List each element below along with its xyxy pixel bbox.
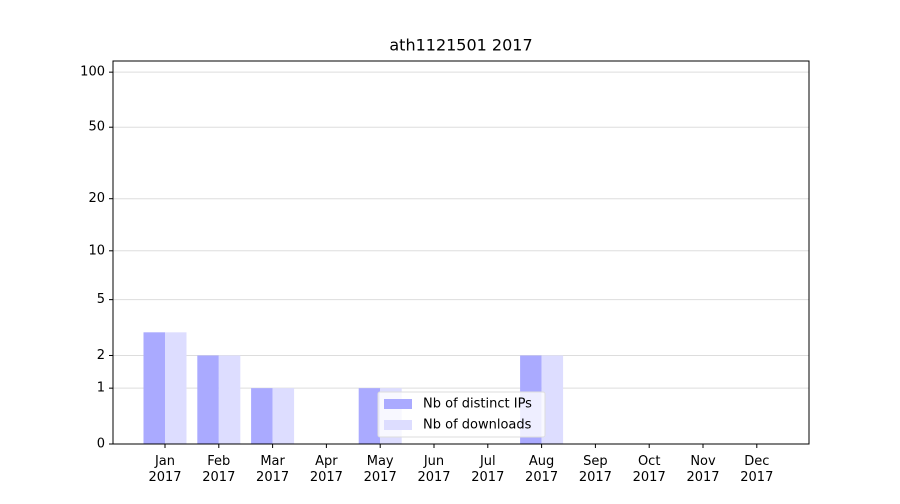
plot-frame [112,60,810,445]
chart-title: ath1121501 2017 [389,36,532,55]
x-tick-label: Jun 2017 [417,454,450,485]
bar [251,388,273,444]
y-tick-label: 1 [97,381,105,396]
y-tick-label: 10 [88,243,105,258]
legend-label: Nb of downloads [423,418,532,433]
x-tick-label: Mar 2017 [256,454,289,485]
x-tick-label: Apr 2017 [310,454,343,485]
y-tick-label: 20 [88,191,105,206]
y-tick-label: 50 [88,120,105,135]
bar [197,355,219,444]
bar [143,332,165,444]
x-tick-label: Jan 2017 [148,454,181,485]
x-tick-label: Aug 2017 [525,454,558,485]
x-tick-label: Oct 2017 [633,454,666,485]
bar [165,332,187,444]
bar [358,388,381,444]
legend-swatch [384,399,412,409]
legend-box [377,391,546,438]
x-tick-label: Feb 2017 [202,454,235,485]
legend-swatch [384,420,412,430]
x-tick-label: Nov 2017 [686,454,719,485]
y-tick-label: 2 [97,348,105,363]
x-tick-label: Dec 2017 [740,454,773,485]
x-tick-label: May 2017 [364,454,397,485]
y-tick-label: 100 [80,65,105,80]
y-tick-label: 5 [97,292,105,307]
x-tick-label: Sep 2017 [579,454,612,485]
y-tick-label: 0 [97,437,105,452]
bar [218,355,241,444]
bar [541,355,564,444]
x-tick-label: Jul 2017 [471,454,504,485]
legend-label: Nb of distinct IPs [423,397,532,412]
bar [272,388,295,444]
